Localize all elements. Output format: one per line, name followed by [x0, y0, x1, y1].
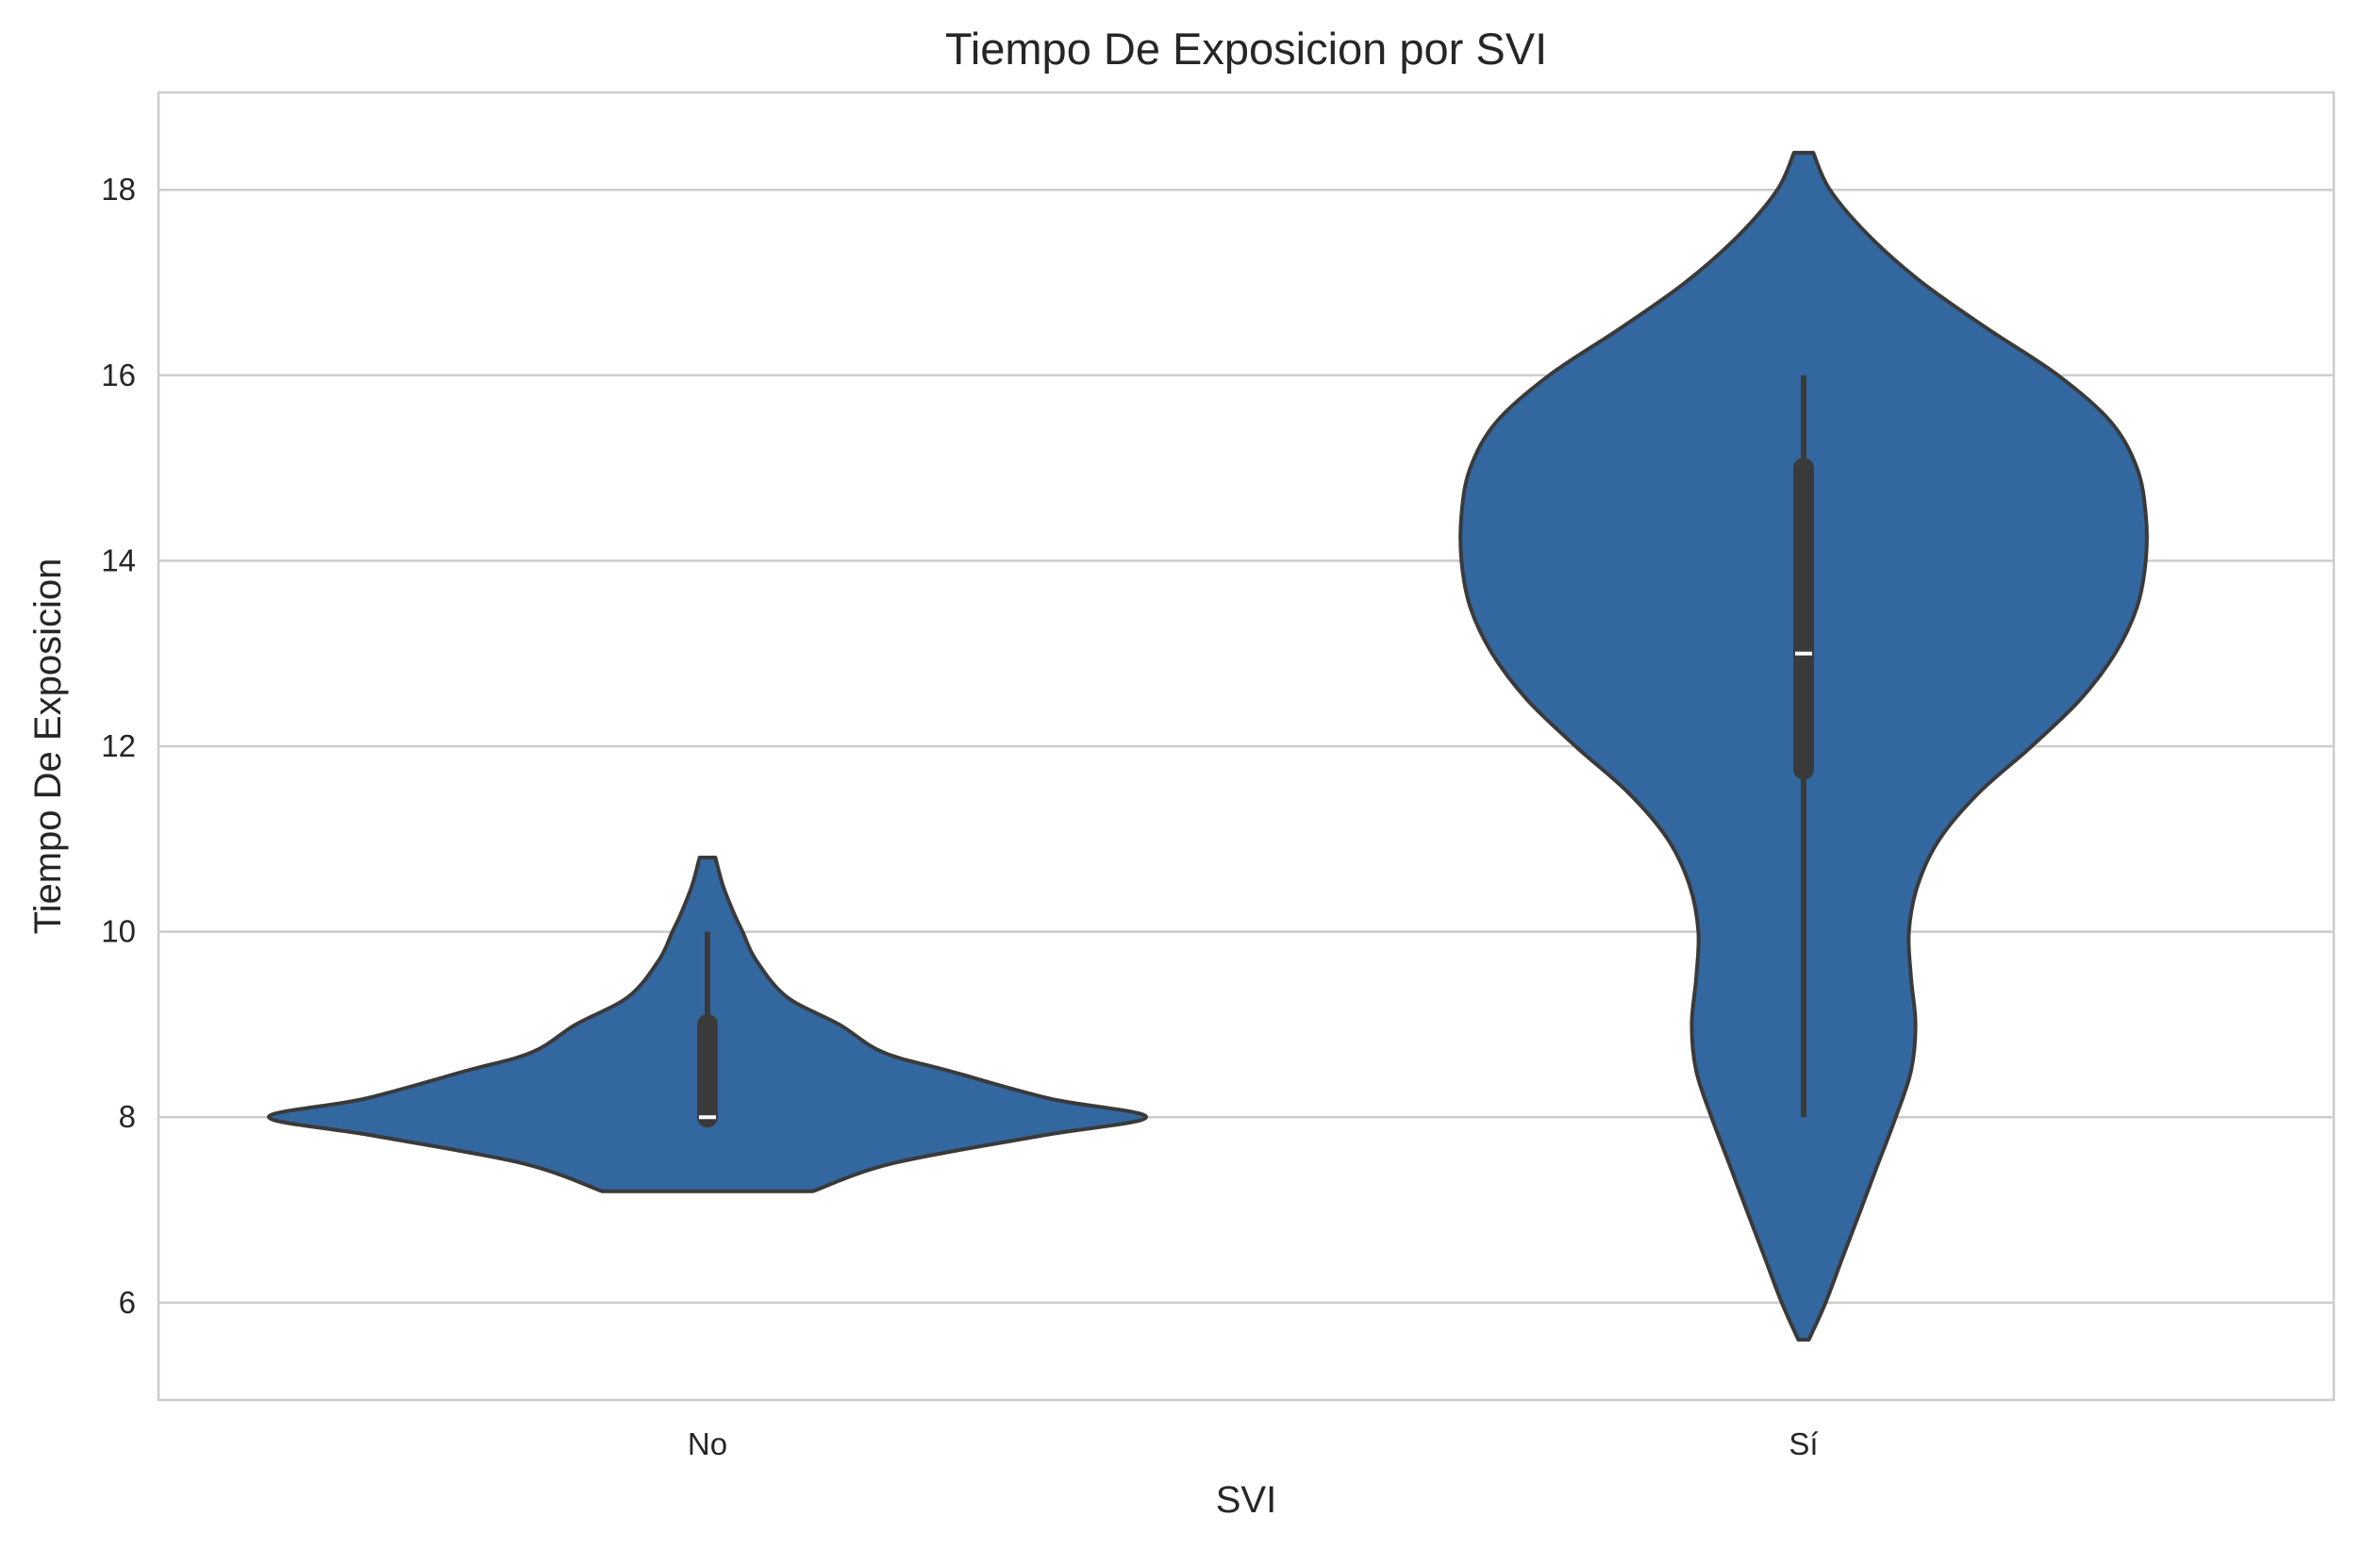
x-axis-label: SVI	[1216, 1479, 1276, 1521]
y-axis-label: Tiempo De Exposicion	[27, 558, 69, 935]
y-tick-label-14: 14	[101, 542, 136, 577]
x-tick-label-no: No	[688, 1426, 727, 1461]
y-tick-label-12: 12	[101, 728, 136, 763]
violin-no	[266, 856, 1149, 1193]
y-tick-label-8: 8	[119, 1099, 136, 1134]
x-tick-labels: No Sí	[688, 1426, 1819, 1461]
violins	[266, 150, 2149, 1342]
x-tick-label-si: Sí	[1789, 1426, 1818, 1461]
y-tick-label-6: 6	[119, 1285, 136, 1320]
y-tick-label-10: 10	[101, 914, 136, 949]
y-tick-label-16: 16	[101, 358, 136, 392]
chart-title: Tiempo De Exposicion por SVI	[945, 24, 1547, 74]
y-tick-label-18: 18	[101, 172, 136, 207]
violin-si	[1458, 150, 2149, 1342]
y-tick-labels: 6 8 10 12 14 16 18	[101, 172, 136, 1320]
